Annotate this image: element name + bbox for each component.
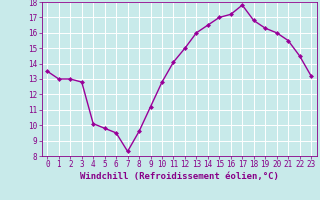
X-axis label: Windchill (Refroidissement éolien,°C): Windchill (Refroidissement éolien,°C) (80, 172, 279, 181)
